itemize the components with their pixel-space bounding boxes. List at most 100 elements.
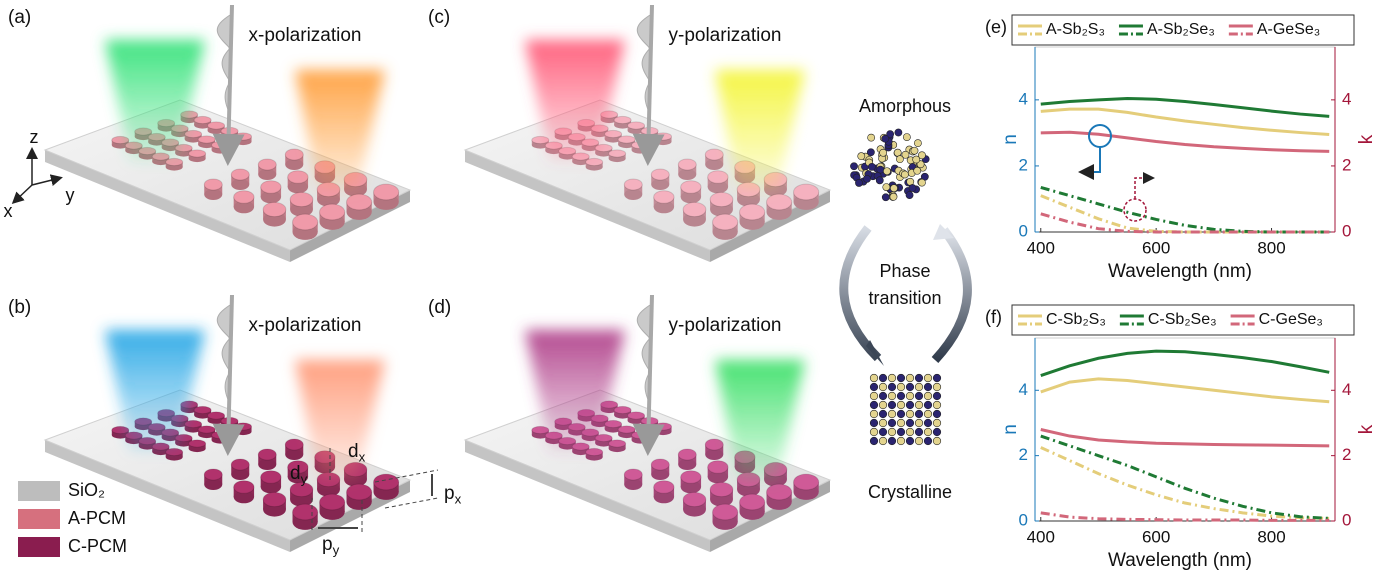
legend-label: C-GeSe₃ [1259, 311, 1323, 328]
atom [905, 191, 914, 199]
atom [905, 427, 915, 437]
y2-tick-label: 0 [1342, 221, 1351, 240]
atom [866, 148, 875, 157]
pillar-base [614, 411, 632, 419]
scene: (c) y-polarization [428, 4, 832, 262]
atom [923, 418, 933, 428]
atom [878, 427, 888, 437]
y2-tick-label: 2 [1342, 155, 1351, 174]
pillar-top [262, 491, 287, 508]
pillar-base [680, 190, 702, 204]
incident-arrow [632, 294, 665, 456]
material-swatch [18, 481, 60, 501]
pillar-top [677, 158, 697, 171]
pillar-top [289, 191, 314, 208]
pillar-top [287, 460, 309, 474]
pillar-base [165, 163, 183, 171]
pillar-base [531, 141, 549, 149]
pillar-top [680, 470, 702, 484]
atom [887, 400, 897, 410]
atom [896, 155, 904, 164]
atom [905, 382, 915, 392]
legend-box [1011, 14, 1355, 46]
pillar-top [203, 468, 223, 481]
atom [914, 436, 924, 446]
annotation-arrow [1078, 147, 1101, 180]
coordinate-axis-label: y [66, 185, 75, 205]
atom [932, 436, 942, 446]
pillar-base [285, 449, 304, 460]
atom [869, 409, 879, 419]
pillar-base [204, 189, 223, 200]
scene: (d) y-polarization [428, 294, 832, 552]
atom [916, 160, 925, 169]
atom [869, 391, 879, 401]
legend-box [1011, 304, 1355, 336]
pillar-base [624, 189, 643, 200]
atom [850, 162, 858, 171]
phase-label: transition [868, 288, 941, 308]
y2-axis-title: k [1356, 134, 1377, 144]
pillar-base [204, 479, 223, 490]
pillar-top [319, 203, 346, 221]
atom [896, 409, 906, 419]
pillar-base [705, 449, 724, 460]
atom [881, 134, 890, 143]
pillar-base [231, 179, 250, 190]
pillar-top [623, 178, 643, 191]
atom [879, 148, 888, 157]
polarization-wave [216, 14, 231, 116]
atom [918, 178, 926, 187]
atom [932, 382, 942, 392]
atom [914, 427, 924, 437]
pillar-base [707, 470, 729, 484]
atom [896, 427, 906, 437]
pillar-base [678, 169, 697, 180]
pillar-base [194, 411, 212, 419]
k-line [1040, 212, 1330, 234]
atom [878, 391, 888, 401]
pillar-base [290, 202, 313, 217]
n-line [1040, 97, 1330, 118]
pillar-top [346, 193, 373, 211]
y-tick-label: 4 [1019, 380, 1028, 399]
atom [905, 418, 915, 428]
y2-tick-label: 0 [1342, 510, 1351, 529]
pillar-base [653, 490, 675, 504]
coordinate-axis-label: z [30, 127, 39, 147]
pillar-base [258, 459, 277, 470]
atom [908, 184, 917, 192]
legend-label: C-Sb₂Se₃ [1148, 311, 1217, 328]
atom [900, 170, 909, 179]
y2-tick-label: 2 [1342, 445, 1351, 464]
pillar-top [203, 178, 223, 191]
incident-arrow [632, 4, 665, 166]
atom [869, 427, 879, 437]
atom [878, 382, 888, 392]
atom [878, 400, 888, 410]
light-beam [525, 330, 625, 450]
atom [905, 409, 915, 419]
dimension-label-base: p [444, 483, 455, 504]
atom [932, 373, 942, 383]
dimension-label-sub: x [455, 491, 462, 506]
pillar-top [284, 438, 304, 451]
pillar-base [233, 490, 255, 504]
y-tick-label: 4 [1019, 89, 1028, 108]
atom [896, 391, 906, 401]
pillar-top [650, 458, 670, 471]
atom [905, 436, 915, 446]
y-axis-title: n [1000, 134, 1021, 145]
atom [932, 427, 942, 437]
x-tick-label: 400 [1027, 238, 1055, 257]
pillar-base [608, 444, 626, 453]
atom [905, 391, 915, 401]
atom [869, 373, 879, 383]
atom [910, 146, 919, 155]
x-tick-label: 600 [1142, 238, 1170, 257]
pillar-base [604, 425, 622, 433]
atom [887, 391, 897, 401]
pillar-top [257, 158, 277, 171]
slab-side [45, 440, 290, 552]
